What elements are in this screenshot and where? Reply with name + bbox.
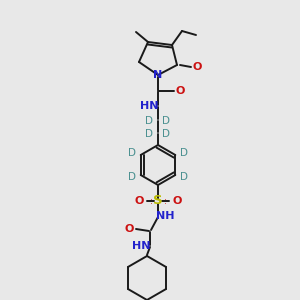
- Text: NH: NH: [156, 211, 174, 221]
- Text: D: D: [162, 116, 170, 126]
- Text: S: S: [153, 194, 163, 208]
- Text: D: D: [162, 129, 170, 139]
- Text: O: O: [192, 62, 202, 72]
- Text: HN: HN: [140, 101, 158, 111]
- Text: O: O: [124, 224, 134, 234]
- Text: D: D: [145, 129, 153, 139]
- Text: D: D: [128, 148, 136, 158]
- Text: :: :: [164, 196, 166, 206]
- Text: O: O: [172, 196, 182, 206]
- Text: N: N: [153, 70, 163, 80]
- Text: D: D: [145, 116, 153, 126]
- Text: D: D: [180, 172, 188, 182]
- Text: D: D: [180, 148, 188, 158]
- Text: O: O: [134, 196, 144, 206]
- Text: :: :: [150, 196, 152, 206]
- Text: D: D: [128, 172, 136, 182]
- Text: O: O: [175, 86, 185, 96]
- Text: HN: HN: [132, 241, 150, 251]
